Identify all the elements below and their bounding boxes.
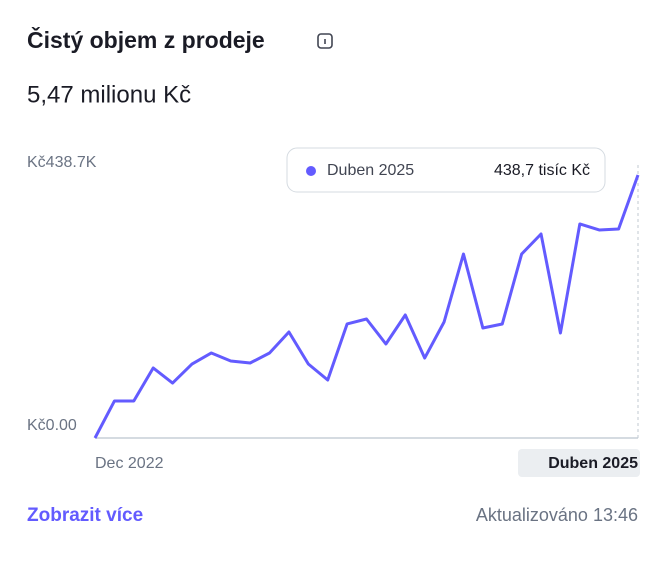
updated-time: Aktualizováno 13:46: [476, 505, 638, 525]
show-more-link[interactable]: Zobrazit více: [27, 505, 143, 526]
x-tick-label: Duben 2025: [548, 455, 638, 472]
x-tick-label: Dec 2022: [95, 455, 164, 472]
summary-value: 5,47 milionu Kč: [27, 81, 191, 108]
tooltip-box: [286, 147, 606, 193]
tooltip-dot: [306, 166, 316, 176]
y-tick-label: Kč0.00: [27, 417, 77, 434]
info-icon[interactable]: [317, 33, 333, 49]
tooltip: Duben 2025 438,7 tisíc Kč: [286, 147, 606, 193]
tooltip-value: 438,7 tisíc Kč: [494, 162, 590, 179]
data-line: [93, 174, 640, 439]
tooltip-category: Duben 2025: [327, 162, 414, 179]
title: Čistý objem z prodeje: [27, 26, 265, 53]
y-tick-label: Kč438.7K: [27, 154, 97, 171]
x-label-highlight: [518, 449, 640, 477]
